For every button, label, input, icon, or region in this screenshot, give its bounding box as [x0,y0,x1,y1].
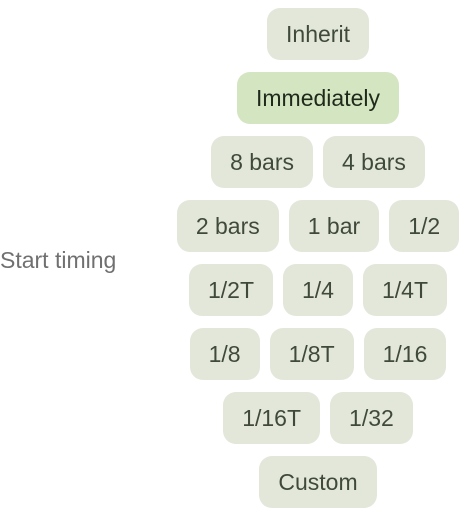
options-row-5: 1/2T 1/4 1/4T [158,264,468,316]
start-timing-options: Inherit Immediately 8 bars 4 bars 2 bars… [158,8,468,520]
options-row-1: Inherit [158,8,468,60]
option-custom[interactable]: Custom [259,456,377,508]
options-row-2: Immediately [158,72,468,124]
option-1-16[interactable]: 1/16 [363,328,447,380]
options-row-3: 8 bars 4 bars [158,136,468,188]
options-row-6: 1/8 1/8T 1/16 [158,328,468,380]
option-1-2[interactable]: 1/2 [389,200,460,252]
option-1-16t[interactable]: 1/16T [223,392,321,444]
option-2-bars[interactable]: 2 bars [176,200,279,252]
options-row-8: Custom [158,456,468,508]
start-timing-label: Start timing [0,247,117,273]
option-4-bars[interactable]: 4 bars [323,136,425,188]
option-immediately[interactable]: Immediately [237,72,399,124]
option-1-32[interactable]: 1/32 [330,392,413,444]
option-1-8[interactable]: 1/8 [189,328,260,380]
options-row-7: 1/16T 1/32 [158,392,468,444]
option-1-4t[interactable]: 1/4T [362,264,448,316]
option-1-2t[interactable]: 1/2T [188,264,273,316]
option-1-4[interactable]: 1/4 [283,264,353,316]
option-1-8t[interactable]: 1/8T [269,328,354,380]
options-row-4: 2 bars 1 bar 1/2 [158,200,468,252]
option-8-bars[interactable]: 8 bars [211,136,313,188]
option-inherit[interactable]: Inherit [267,8,369,60]
option-1-bar[interactable]: 1 bar [288,200,380,252]
